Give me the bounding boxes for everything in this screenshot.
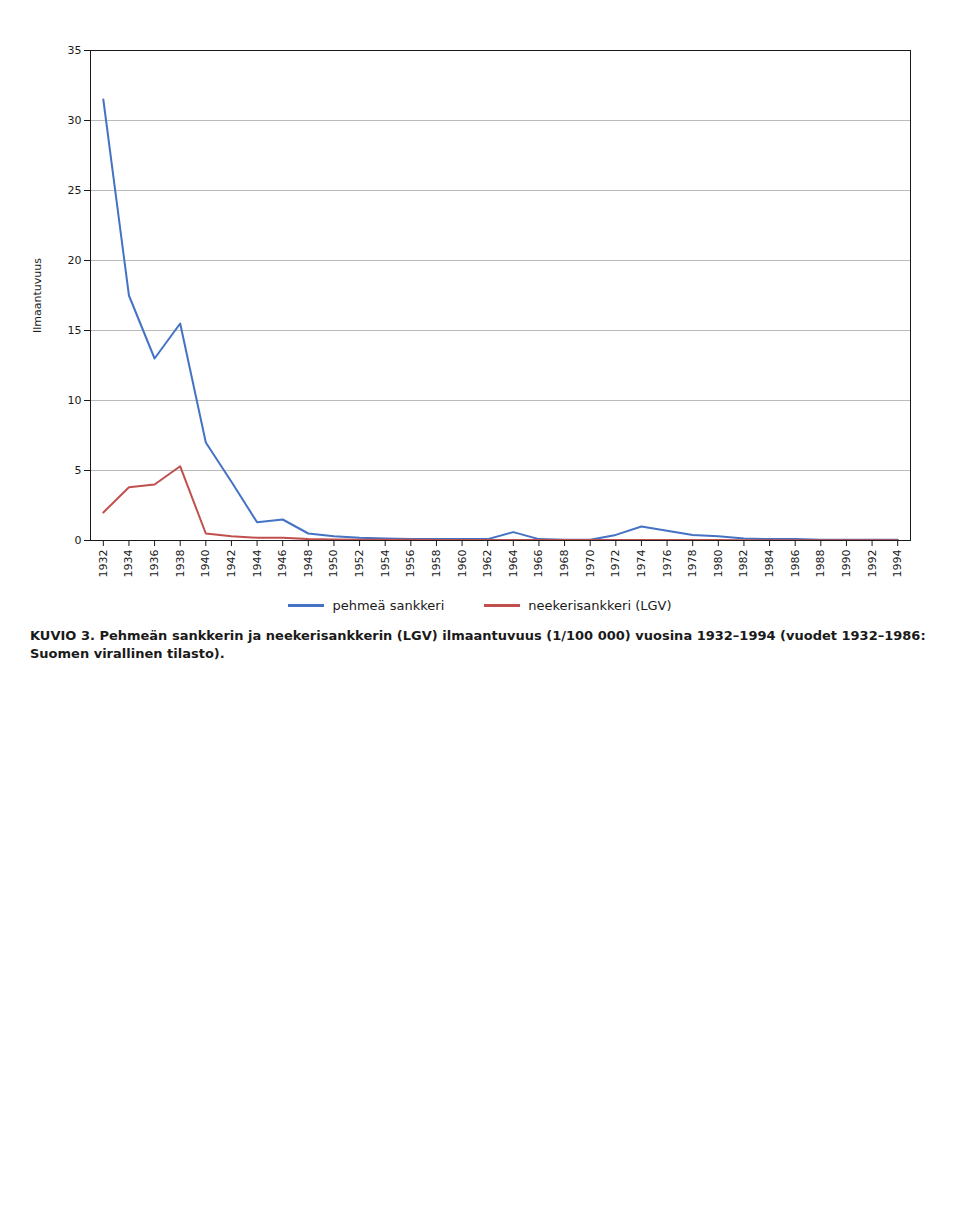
svg-text:1938: 1938 [174, 550, 187, 578]
svg-text:0: 0 [75, 534, 82, 547]
svg-text:1978: 1978 [686, 550, 699, 578]
svg-text:1986: 1986 [789, 550, 802, 578]
svg-text:30: 30 [68, 114, 82, 127]
svg-text:1994: 1994 [891, 550, 904, 578]
svg-text:1936: 1936 [148, 550, 161, 578]
svg-text:1964: 1964 [507, 550, 520, 578]
svg-text:1976: 1976 [661, 550, 674, 578]
svg-text:1968: 1968 [558, 550, 571, 578]
svg-text:1980: 1980 [712, 550, 725, 578]
html-text:KUVIO 3. Pehmeän sankkerin ja: KUVIO 3. Pehmeän sankkerin ja neekerisan… [30, 628, 926, 662]
svg-text:1984: 1984 [763, 550, 776, 578]
svg-text:5: 5 [75, 464, 82, 477]
svg-text:1946: 1946 [276, 550, 289, 578]
svg-text:1958: 1958 [430, 550, 443, 578]
svg-text:1962: 1962 [481, 550, 494, 578]
svg-text:1990: 1990 [840, 550, 853, 578]
svg-text:10: 10 [68, 394, 82, 407]
svg-text:1960: 1960 [456, 550, 469, 578]
svg-text:1972: 1972 [609, 550, 622, 578]
svg-text:1970: 1970 [584, 550, 597, 578]
svg-text:1988: 1988 [814, 550, 827, 578]
svg-text:1952: 1952 [353, 550, 366, 578]
html-text:neekerisankkeri (LGV): neekerisankkeri (LGV) [528, 598, 672, 613]
svg-text:1956: 1956 [404, 550, 417, 578]
svg-text:1974: 1974 [635, 550, 648, 578]
svg-text:20: 20 [68, 254, 82, 267]
svg-text:Ilmaantuvuus: Ilmaantuvuus [31, 258, 44, 333]
svg-text:25: 25 [68, 184, 82, 197]
svg-text:1954: 1954 [379, 550, 392, 578]
svg-text:1940: 1940 [199, 550, 212, 578]
svg-text:15: 15 [68, 324, 82, 337]
svg-text:1966: 1966 [532, 550, 545, 578]
svg-text:1942: 1942 [225, 550, 238, 578]
svg-text:1992: 1992 [866, 550, 879, 578]
svg-text:1944: 1944 [251, 550, 264, 578]
svg-text:1950: 1950 [327, 550, 340, 578]
svg-text:1982: 1982 [737, 550, 750, 578]
svg-text:35: 35 [68, 44, 82, 57]
html-text:pehmeä sankkeri: pehmeä sankkeri [332, 598, 445, 613]
svg-text:1948: 1948 [302, 550, 315, 578]
svg-text:1932: 1932 [97, 550, 110, 578]
svg-text:1934: 1934 [122, 550, 135, 578]
